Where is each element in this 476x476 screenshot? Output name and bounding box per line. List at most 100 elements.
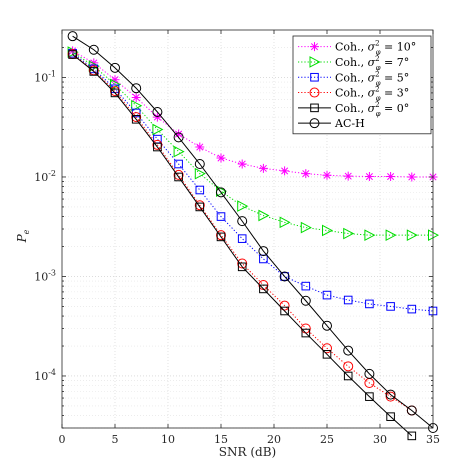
data-point — [68, 50, 77, 59]
data-point — [237, 159, 247, 169]
legend-label: Coh., σ2 φ = 10° — [335, 40, 416, 57]
legend-marker — [310, 42, 319, 52]
data-point — [364, 368, 375, 379]
legend-marker — [310, 103, 319, 113]
data-point — [343, 227, 355, 240]
data-point — [407, 431, 417, 441]
data-point — [237, 234, 247, 243]
data-point — [300, 295, 311, 306]
legend-label: Coh., σ2 φ = 3° — [335, 86, 409, 103]
data-point — [301, 328, 311, 338]
data-point — [343, 361, 354, 372]
data-point — [131, 112, 142, 123]
data-point — [194, 159, 205, 170]
data-point — [343, 371, 353, 381]
data-point — [131, 83, 142, 94]
data-point — [364, 172, 374, 182]
series-2 — [68, 48, 438, 316]
x-tick-label: 0 — [59, 433, 66, 446]
data-point — [216, 232, 226, 242]
data-point — [237, 262, 247, 272]
data-point — [386, 302, 395, 311]
data-point — [343, 295, 353, 305]
data-point — [406, 405, 417, 416]
data-point — [89, 67, 99, 76]
data-point — [110, 75, 120, 85]
series-line — [72, 52, 434, 312]
data-point — [322, 170, 332, 180]
data-point — [152, 112, 162, 122]
legend: Coh., σ2 φ = 10°Coh., σ2 φ = 7°Coh., σ2 φ =… — [292, 35, 432, 135]
x-tick-label: 30 — [373, 433, 387, 446]
series-line — [72, 54, 413, 437]
legend-label: Coh., σ2 φ = 5° — [335, 70, 409, 87]
data-point — [237, 258, 248, 269]
x-tick-label: 25 — [320, 433, 334, 446]
data-point — [110, 88, 120, 98]
data-point — [385, 229, 397, 242]
legend-entry: Coh., σ2 φ = 10° — [298, 40, 416, 57]
data-point — [195, 142, 205, 152]
data-point — [67, 31, 78, 42]
x-tick-label: 10 — [161, 433, 175, 446]
x-tick-label: 35 — [426, 433, 440, 446]
data-point — [195, 202, 205, 212]
data-point — [322, 290, 332, 300]
data-point — [259, 284, 268, 294]
legend-entry: Coh., σ2 φ = 3° — [298, 86, 409, 103]
series-4 — [68, 50, 417, 441]
data-point — [364, 229, 376, 242]
data-point — [216, 230, 226, 241]
legend-entry: AC-H — [298, 117, 365, 130]
data-point — [365, 299, 374, 309]
data-point — [195, 185, 205, 195]
data-point — [407, 304, 417, 314]
x-axis-label: SNR (dB) — [219, 445, 276, 459]
legend-label: AC-H — [334, 117, 365, 130]
data-point — [153, 142, 162, 152]
data-point — [152, 123, 164, 136]
data-point — [322, 350, 332, 359]
y-tick-label: 10-1 — [34, 69, 56, 84]
x-tick-label: 20 — [267, 433, 281, 446]
data-point — [194, 200, 205, 211]
series-3 — [67, 49, 417, 416]
data-point — [89, 58, 99, 68]
y-axis-label-main: P — [15, 233, 29, 243]
series-layer — [67, 31, 440, 441]
data-point — [194, 167, 206, 180]
data-point — [385, 389, 396, 400]
data-point — [322, 320, 332, 331]
y-tick-label: 10-3 — [34, 268, 56, 283]
y-axis-label-sub: e — [22, 229, 31, 234]
series-line — [72, 51, 433, 236]
data-point — [131, 92, 141, 102]
data-point — [343, 345, 354, 356]
data-point — [279, 216, 291, 229]
legend-marker — [310, 72, 319, 82]
data-point — [343, 171, 353, 181]
data-point — [216, 187, 226, 198]
data-point — [173, 169, 184, 180]
legend-label: Coh., σ2 φ = 0° — [335, 101, 409, 118]
data-point — [152, 106, 163, 117]
legend-entry: Coh., σ2 φ = 5° — [298, 70, 409, 87]
data-point — [301, 281, 311, 291]
data-point — [216, 212, 226, 221]
y-axis-label: Pe — [15, 229, 31, 243]
data-point — [407, 172, 417, 182]
data-point — [365, 392, 374, 401]
y-tick-label: 10-4 — [34, 368, 56, 383]
data-point — [237, 216, 248, 227]
data-point — [110, 62, 120, 73]
data-point — [322, 343, 332, 354]
legend-entry: Coh., σ2 φ = 7° — [298, 55, 409, 72]
series-0 — [68, 46, 438, 182]
legend-marker — [309, 87, 320, 98]
data-point — [280, 306, 289, 316]
data-point — [216, 153, 226, 163]
data-point — [279, 300, 290, 311]
data-point — [110, 86, 120, 97]
data-point — [173, 145, 185, 158]
